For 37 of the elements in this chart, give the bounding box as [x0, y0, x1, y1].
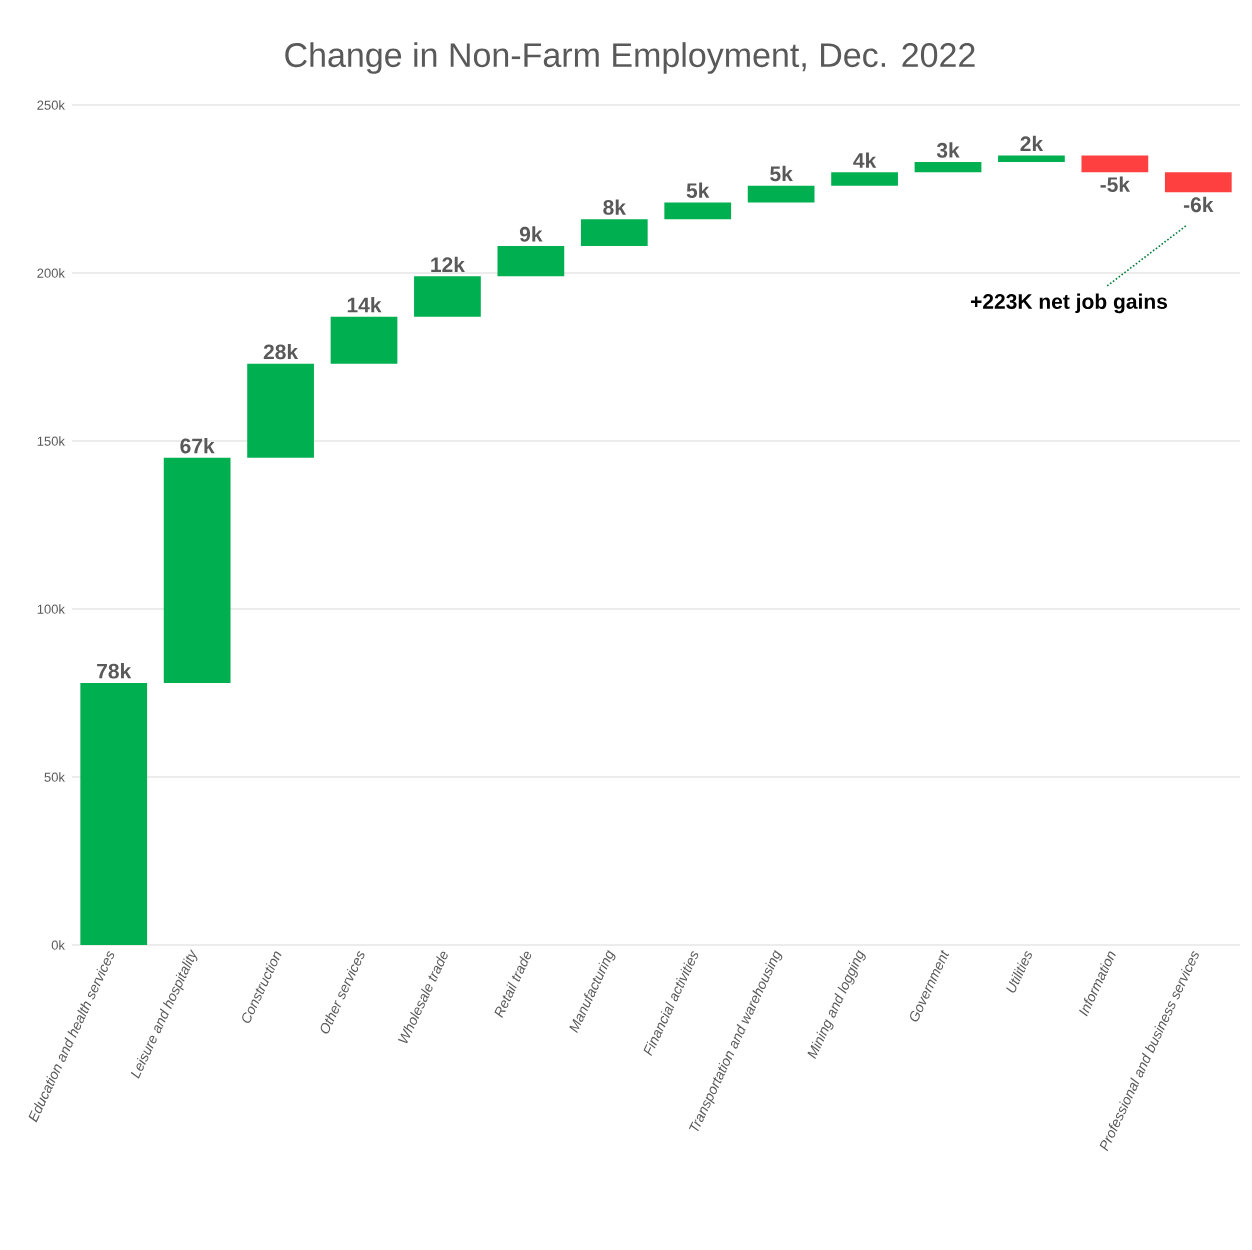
y-tick-label: 250k — [37, 100, 65, 110]
data-label: -5k — [1100, 176, 1131, 193]
data-label: 14k — [347, 297, 382, 313]
bar — [831, 172, 898, 186]
bar — [580, 219, 648, 247]
bar — [914, 162, 982, 173]
bar — [998, 155, 1065, 163]
data-label: 8k — [603, 199, 626, 215]
data-label: 2k — [1020, 135, 1044, 151]
y-tick-label: 50k — [44, 772, 65, 782]
data-label: 9k — [519, 226, 543, 242]
data-label: -6k — [1183, 196, 1214, 213]
y-tick-label: 200k — [37, 268, 65, 278]
bar — [497, 246, 565, 277]
data-label: 28k — [263, 343, 299, 360]
y-tick-label: 150k — [37, 436, 65, 446]
data-label: 5k — [770, 165, 793, 182]
chart-title: Change in Non-Farm Employment, Dec. 2022 — [285, 42, 975, 74]
data-label: 5k — [686, 182, 710, 199]
data-label: 67k — [180, 437, 215, 454]
data-label: 12k — [431, 256, 465, 272]
data-label: 78k — [97, 663, 132, 679]
bar — [1164, 172, 1232, 193]
x-tick-label: Retail trade — [494, 951, 532, 1018]
bar — [414, 276, 481, 317]
annotation: +223K net job gains — [970, 293, 1168, 314]
data-label: 3k — [936, 142, 960, 158]
y-tick-label: 0k — [51, 940, 65, 950]
data-label: 4k — [853, 152, 877, 168]
bar — [163, 457, 231, 683]
y-tick-label: 100k — [37, 604, 65, 614]
bar — [247, 363, 314, 458]
bar — [747, 185, 815, 203]
bar — [664, 202, 732, 220]
bar — [330, 316, 398, 364]
bar — [80, 682, 148, 945]
bar — [1081, 155, 1149, 173]
